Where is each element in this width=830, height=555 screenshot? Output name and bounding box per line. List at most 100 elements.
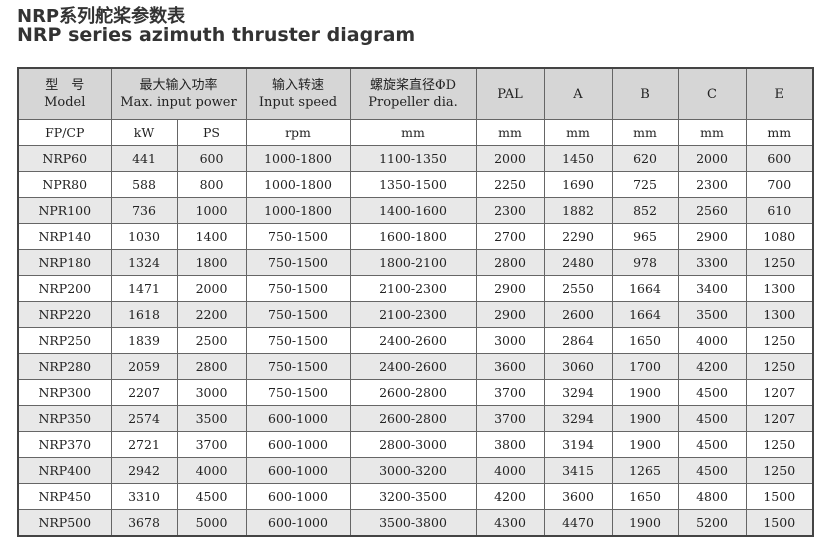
model-cell: NRP220 — [17, 301, 112, 328]
value-cell: 1882 — [543, 197, 613, 224]
value-cell: 2059 — [110, 353, 178, 380]
value-cell: 600-1000 — [245, 509, 351, 537]
model-cell: NRP370 — [17, 431, 112, 458]
value-cell: 1650 — [611, 483, 679, 510]
value-cell: 4000 — [475, 457, 545, 484]
value-cell: 2721 — [110, 431, 178, 458]
value-cell: 3000-3200 — [349, 457, 477, 484]
value-cell: 3000 — [475, 327, 545, 354]
header-e: E — [745, 67, 814, 120]
value-cell: 3000 — [176, 379, 247, 406]
table-row: NRP220 1618 2200 750-1500 2100-2300 2900 2600 1… — [17, 301, 814, 328]
value-cell: 3800 — [475, 431, 545, 458]
model-cell: NRP300 — [17, 379, 112, 406]
value-cell: 736 — [110, 197, 178, 224]
value-cell: 3300 — [677, 249, 747, 276]
value-cell: 2864 — [543, 327, 613, 354]
value-cell: 1000-1800 — [245, 197, 351, 224]
value-cell: 4500 — [677, 405, 747, 432]
value-cell: 2000 — [677, 145, 747, 172]
value-cell: 2800-3000 — [349, 431, 477, 458]
value-cell: 2300 — [677, 171, 747, 198]
thruster-spec-table: 型 号 Model 最大输入功率 Max. input power 输入转速 Inpu… — [17, 67, 814, 537]
unit-cell: mm — [475, 119, 545, 146]
model-cell: NPR80 — [17, 171, 112, 198]
header-model: 型 号 Model — [17, 67, 112, 120]
value-cell: 2900 — [475, 275, 545, 302]
value-cell: 1324 — [110, 249, 178, 276]
value-cell: 3060 — [543, 353, 613, 380]
unit-cell: rpm — [245, 119, 351, 146]
value-cell: 4200 — [475, 483, 545, 510]
value-cell: 1300 — [745, 275, 814, 302]
value-cell: 2700 — [475, 223, 545, 250]
value-cell: 1664 — [611, 275, 679, 302]
unit-cell: mm — [543, 119, 613, 146]
value-cell: 4500 — [176, 483, 247, 510]
value-cell: 1690 — [543, 171, 613, 198]
unit-cell: PS — [176, 119, 247, 146]
value-cell: 1000 — [176, 197, 247, 224]
value-cell: 2942 — [110, 457, 178, 484]
value-cell: 1839 — [110, 327, 178, 354]
value-cell: 1500 — [745, 509, 814, 537]
table-row: NRP370 2721 3700 600-1000 2800-3000 3800 3194 1… — [17, 431, 814, 458]
value-cell: 2560 — [677, 197, 747, 224]
value-cell: 600 — [745, 145, 814, 172]
value-cell: 2000 — [475, 145, 545, 172]
value-cell: 700 — [745, 171, 814, 198]
model-cell: NRP180 — [17, 249, 112, 276]
header-b: B — [611, 67, 679, 120]
value-cell: 965 — [611, 223, 679, 250]
value-cell: 1900 — [611, 405, 679, 432]
model-cell: NRP280 — [17, 353, 112, 380]
value-cell: 1207 — [745, 405, 814, 432]
header-speed: 输入转速 Input speed — [245, 67, 351, 120]
value-cell: 1471 — [110, 275, 178, 302]
value-cell: 1800 — [176, 249, 247, 276]
value-cell: 4500 — [677, 431, 747, 458]
table-row: NRP450 3310 4500 600-1000 3200-3500 4200 3600 1… — [17, 483, 814, 510]
value-cell: 2900 — [677, 223, 747, 250]
value-cell: 1700 — [611, 353, 679, 380]
value-cell: 750-1500 — [245, 379, 351, 406]
value-cell: 4200 — [677, 353, 747, 380]
value-cell: 2900 — [475, 301, 545, 328]
value-cell: 4800 — [677, 483, 747, 510]
value-cell: 2290 — [543, 223, 613, 250]
title-chinese: NRP系列舵桨参数表 — [17, 6, 186, 27]
model-cell: NRP350 — [17, 405, 112, 432]
value-cell: 441 — [110, 145, 178, 172]
value-cell: 1664 — [611, 301, 679, 328]
value-cell: 2600-2800 — [349, 405, 477, 432]
value-cell: 2250 — [475, 171, 545, 198]
value-cell: 1250 — [745, 457, 814, 484]
value-cell: 4500 — [677, 457, 747, 484]
units-row: FP/CP kW PS rpm mm mm mm mm mm mm — [17, 119, 814, 146]
value-cell: 1400-1600 — [349, 197, 477, 224]
value-cell: 4500 — [677, 379, 747, 406]
value-cell: 852 — [611, 197, 679, 224]
value-cell: 2100-2300 — [349, 301, 477, 328]
value-cell: 3200-3500 — [349, 483, 477, 510]
value-cell: 1300 — [745, 301, 814, 328]
value-cell: 3700 — [475, 405, 545, 432]
value-cell: 2400-2600 — [349, 353, 477, 380]
value-cell: 1500 — [745, 483, 814, 510]
table-row: NPR80 588 800 1000-1800 1350-1500 2250 1690 725… — [17, 171, 814, 198]
value-cell: 725 — [611, 171, 679, 198]
header-pal: PAL — [475, 67, 545, 120]
value-cell: 1265 — [611, 457, 679, 484]
value-cell: 800 — [176, 171, 247, 198]
value-cell: 600-1000 — [245, 483, 351, 510]
unit-cell: mm — [677, 119, 747, 146]
value-cell: 3700 — [176, 431, 247, 458]
value-cell: 750-1500 — [245, 353, 351, 380]
value-cell: 4000 — [677, 327, 747, 354]
value-cell: 1350-1500 — [349, 171, 477, 198]
value-cell: 3600 — [543, 483, 613, 510]
value-cell: 1250 — [745, 431, 814, 458]
value-cell: 1618 — [110, 301, 178, 328]
value-cell: 2574 — [110, 405, 178, 432]
table-row: NRP300 2207 3000 750-1500 2600-2800 3700 3294 1… — [17, 379, 814, 406]
